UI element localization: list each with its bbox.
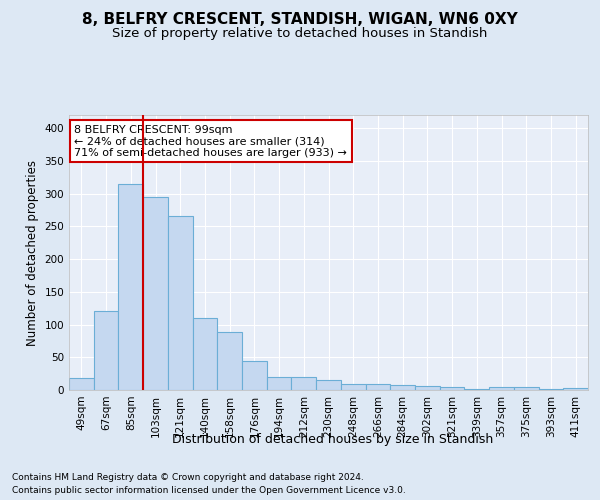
Text: Contains public sector information licensed under the Open Government Licence v3: Contains public sector information licen… (12, 486, 406, 495)
Bar (539, 388, 563, 390)
Bar (143, 197, 168, 390)
Bar (267, 377, 292, 390)
Bar (168, 216, 193, 390)
Bar (341, 384, 365, 390)
Text: Size of property relative to detached houses in Standish: Size of property relative to detached ho… (112, 28, 488, 40)
Bar (242, 360, 267, 390)
Bar (563, 388, 588, 390)
Bar (69, 378, 94, 390)
Text: Contains HM Land Registry data © Crown copyright and database right 2024.: Contains HM Land Registry data © Crown c… (12, 472, 364, 482)
Text: 8, BELFRY CRESCENT, STANDISH, WIGAN, WN6 0XY: 8, BELFRY CRESCENT, STANDISH, WIGAN, WN6… (82, 12, 518, 28)
Text: 8 BELFRY CRESCENT: 99sqm
← 24% of detached houses are smaller (314)
71% of semi-: 8 BELFRY CRESCENT: 99sqm ← 24% of detach… (74, 124, 347, 158)
Bar (415, 386, 440, 390)
Bar (217, 332, 242, 390)
Bar (316, 380, 341, 390)
Bar (390, 386, 415, 390)
Bar (94, 312, 118, 390)
Text: Distribution of detached houses by size in Standish: Distribution of detached houses by size … (172, 432, 494, 446)
Bar (489, 386, 514, 390)
Y-axis label: Number of detached properties: Number of detached properties (26, 160, 39, 346)
Bar (292, 377, 316, 390)
Bar (118, 184, 143, 390)
Bar (514, 386, 539, 390)
Bar (365, 384, 390, 390)
Bar (193, 318, 217, 390)
Bar (440, 388, 464, 390)
